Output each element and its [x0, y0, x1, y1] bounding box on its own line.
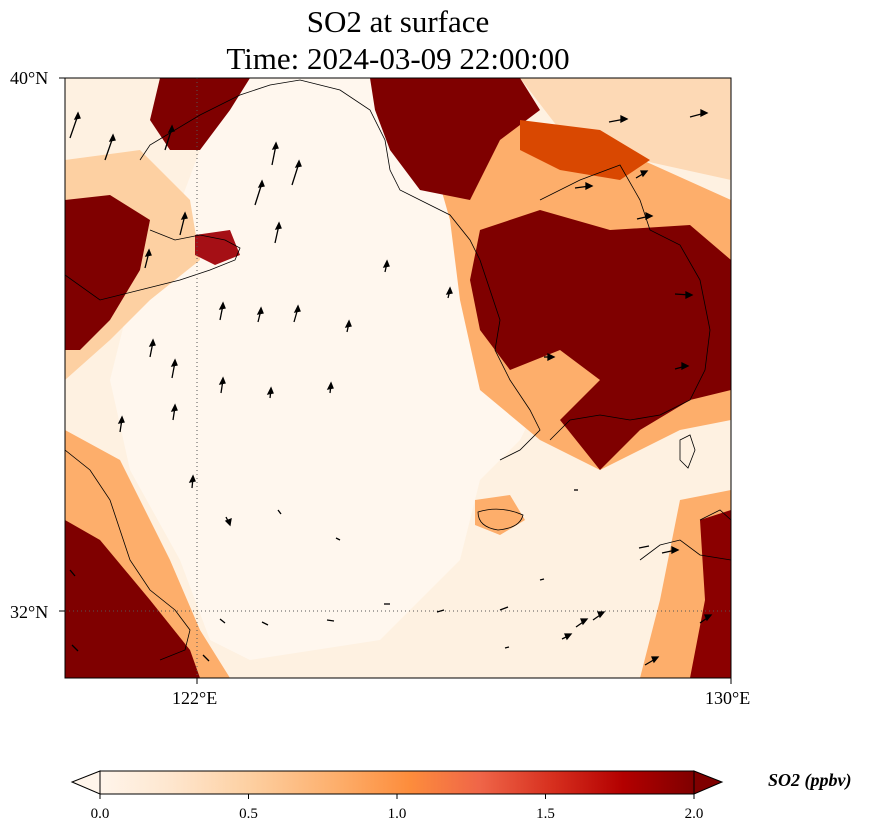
wind-arrow [291, 159, 302, 186]
wind-arrow [335, 537, 341, 541]
wind-arrow [638, 545, 650, 549]
wind-arrow [661, 545, 680, 555]
colorbar-tick-label: 1.0 [387, 806, 407, 822]
wind-arrow [636, 211, 654, 221]
wind-arrow [539, 578, 545, 581]
wind-arrow [144, 248, 152, 269]
wind-arrow [382, 259, 390, 273]
wind-arrow [266, 386, 274, 399]
wind-arrow [71, 644, 79, 652]
wind-arrow [254, 179, 265, 206]
lon-label-130e: 130°E [705, 688, 751, 708]
wind-arrow [608, 114, 629, 124]
colorbar-tick-label: 2.0 [684, 806, 704, 822]
wind-arrow [179, 211, 188, 236]
colorbar-extend-max [693, 770, 724, 795]
lat-label-32n: 32°N [10, 602, 49, 622]
wind-arrow [293, 304, 301, 323]
wind-arrow [504, 646, 510, 649]
lon-label-122e: 122°E [172, 688, 218, 708]
wind-arrow [436, 609, 445, 613]
wind-arrow [689, 108, 709, 118]
wind-arrow [117, 415, 125, 433]
wind-arrow [202, 654, 210, 662]
south-korea-high [470, 210, 731, 470]
wind-arrow [69, 569, 76, 577]
lat-label-40n: 40°N [10, 68, 49, 88]
colorbar-tick-label: 1.5 [536, 806, 555, 822]
wind-arrow [170, 358, 178, 379]
wind-arrow [699, 614, 713, 624]
wind-arrow [218, 301, 226, 321]
korea-north-mid [520, 120, 650, 180]
wind-arrow [544, 352, 556, 362]
wind-arrow [445, 286, 453, 299]
jiangsu-high [65, 520, 200, 678]
map-title-line-2: Time: 2024-03-09 22:00:00 [226, 41, 570, 76]
wind-arrow [271, 141, 279, 166]
shandong-high [65, 195, 150, 350]
wind-arrow [574, 181, 594, 191]
yellow-sea-low-region [110, 78, 540, 660]
wind-arrow [148, 338, 156, 358]
wind-arrow [674, 361, 690, 371]
map-frame [64, 77, 732, 679]
wind-arrow [326, 381, 334, 394]
wind-arrow [592, 611, 606, 621]
wind-arrow [674, 290, 694, 300]
wind-arrow [635, 170, 649, 179]
wind-arrow [575, 618, 589, 628]
colorbar-label: SO2 (ppbv) [768, 770, 852, 790]
wind-arrow [224, 516, 232, 527]
liaodong-high [150, 78, 250, 150]
jeju-halo [475, 495, 525, 535]
wind-arrow [170, 403, 178, 421]
wind-arrow [277, 509, 282, 515]
colorbar-tick-label: 0.5 [239, 806, 258, 822]
wind-arrow [104, 133, 116, 161]
wind-arrow [326, 619, 335, 622]
wind-arrow [69, 111, 81, 139]
wind-vectors [69, 108, 713, 666]
wind-arrow [344, 319, 352, 333]
shandong-tip-high [195, 230, 240, 265]
wind-arrow [644, 656, 660, 666]
coastlines [65, 79, 731, 661]
kyushu-high [690, 510, 731, 678]
wind-arrow [256, 306, 264, 323]
wind-arrow [274, 221, 282, 244]
north-korea-high [370, 78, 540, 200]
wind-arrow [261, 621, 269, 626]
map-title-line-1: SO2 at surface [306, 4, 490, 39]
wind-arrow [561, 633, 573, 641]
colorbar-tick-label: 0.0 [90, 806, 110, 822]
wind-arrow [188, 474, 196, 489]
wind-arrow [499, 606, 509, 611]
northeast-halo [520, 78, 731, 180]
wind-arrow [164, 124, 175, 151]
colorbar-bar [99, 770, 695, 795]
wind-arrow [218, 376, 226, 394]
colorbar-extend-min [70, 770, 101, 795]
wind-arrow [219, 618, 226, 624]
